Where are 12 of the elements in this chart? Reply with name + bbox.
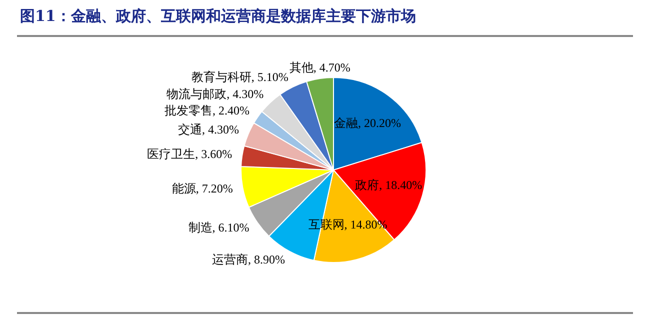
slice-label: 交通, 4.30% — [178, 122, 240, 136]
slice-label: 制造, 6.10% — [188, 220, 250, 235]
slice-label: 物流与邮政, 4.30% — [166, 87, 264, 102]
slice-label: 能源, 7.20% — [172, 181, 233, 196]
slice-label: 其他, 4.70% — [289, 60, 350, 75]
slice-label: 医疗卫生, 3.60% — [147, 146, 232, 161]
slice-label: 教育与科研, 5.10% — [191, 70, 288, 84]
slice-label: 运营商, 8.90% — [212, 252, 285, 266]
slice-label: 金融, 20.20% — [334, 116, 401, 130]
slice-label: 批发零售, 2.40% — [164, 103, 250, 118]
slice-label: 政府, 18.40% — [355, 178, 422, 192]
chart-title: 图11：金融、政府、互联网和运营商是数据库主要下游市场 — [20, 7, 416, 26]
